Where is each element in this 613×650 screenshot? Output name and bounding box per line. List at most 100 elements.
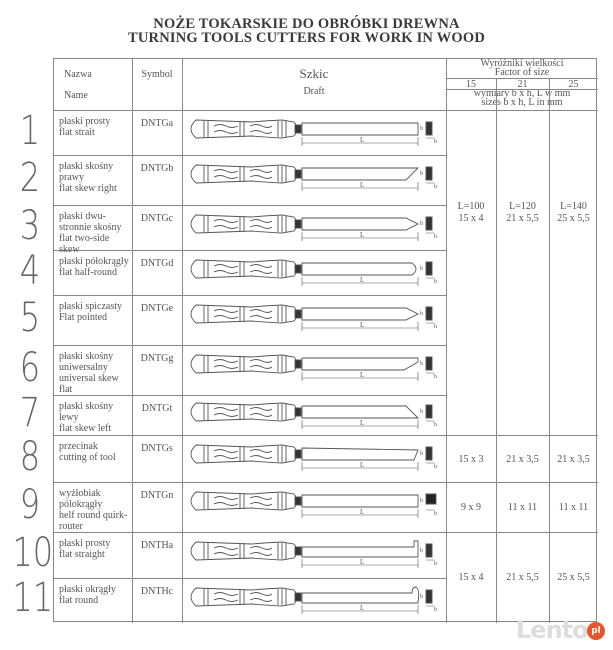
column-divider [132, 59, 133, 623]
header-dims-en: sizes b x h, L in mm [481, 97, 563, 108]
ferrule [295, 360, 301, 368]
blade-outline [302, 541, 418, 557]
ferrule [295, 220, 301, 228]
header-divider [446, 89, 598, 90]
tool-symbol: DNTGn [140, 490, 174, 501]
length-label: L [360, 558, 364, 566]
header-size-21: 21 [517, 79, 528, 90]
ferrule [295, 450, 301, 458]
tool-symbol: DNTGb [140, 163, 174, 174]
handwritten-row-number: 8 [19, 433, 41, 480]
width-label: b [420, 311, 423, 317]
header-symbol: Symbol [141, 69, 173, 80]
ferrule [295, 593, 301, 601]
tool-name: wyżłobiak pólokrągły helf round quirk-ro… [59, 488, 128, 532]
handle-outline [191, 542, 297, 560]
blade-outline [302, 448, 418, 460]
size-value-15: 9 x 9 [461, 502, 481, 513]
handwritten-row-number: 6 [19, 345, 41, 391]
height-label: h [434, 464, 437, 470]
size-value-15: 15 x 4 [458, 572, 484, 583]
title-polish: NOŻE TOKARSKIE DO OBRÓBKI DREWNA [153, 16, 460, 32]
handwritten-row-number: 10 [12, 530, 54, 576]
handle-outline [191, 445, 297, 463]
length-label: L [360, 136, 364, 144]
ferrule [295, 125, 301, 133]
wood-grain [214, 265, 272, 274]
blade-outline [302, 358, 418, 370]
ferrule [295, 408, 301, 416]
cross-section [426, 544, 432, 557]
blade-outline [302, 263, 416, 275]
width-label: b [420, 171, 423, 177]
size-value-15: 15 x 3 [458, 453, 484, 465]
header-factor-pl: Wyróżniki wielkości [480, 58, 564, 69]
tool-name: płaski skośny prawy flat skew right [59, 161, 117, 194]
wood-grain [214, 360, 272, 369]
length-label: L [360, 508, 364, 516]
length-label: L [360, 419, 364, 427]
ferrule [295, 547, 301, 555]
header-name-en: Name [64, 90, 88, 101]
handwritten-row-number: 7 [19, 390, 41, 436]
width-label: b [420, 451, 423, 457]
ferrule [295, 497, 301, 505]
height-label: h [434, 422, 437, 428]
handle-outline [191, 588, 297, 606]
height-label: h [434, 184, 437, 190]
title-english: TURNING TOOLS CUTTERS FOR WORK IN WOOD [127, 30, 486, 46]
handwritten-row-number: 5 [19, 295, 41, 341]
ferrule [295, 310, 301, 318]
cross-section [426, 262, 432, 275]
height-label: h [434, 511, 437, 517]
handle-outline [191, 260, 297, 278]
cross-section [426, 217, 432, 230]
row-divider [54, 532, 598, 533]
row-divider [54, 110, 598, 111]
row-divider [54, 345, 446, 346]
header-draft-en: Draft [303, 86, 325, 97]
height-label: h [434, 324, 437, 330]
size-value-25: 11 x 11 [558, 502, 589, 513]
column-divider [446, 59, 447, 623]
ferrule [295, 265, 301, 273]
tool-symbol: DNTGa [140, 118, 174, 129]
row-divider [54, 295, 446, 296]
tool-name: płaski półokrągły flat half-round [59, 256, 129, 278]
handle-outline [191, 215, 297, 233]
size-value-21: L=120 21 x 5,5 [506, 201, 539, 224]
wood-grain [214, 125, 272, 134]
height-label: h [434, 279, 437, 285]
tool-symbol: DNTGg [140, 353, 174, 364]
tool-name: płaski spiczasty Flat pointed [59, 301, 123, 323]
row-divider [54, 250, 446, 251]
cross-section [426, 167, 432, 180]
row-divider [54, 482, 598, 483]
cross-section [426, 122, 432, 135]
handle-outline [191, 120, 297, 138]
header-divider [446, 78, 598, 79]
height-label: h [434, 234, 437, 240]
row-divider [54, 578, 446, 579]
length-label: L [360, 181, 364, 189]
wood-grain [214, 220, 272, 229]
cross-section [426, 590, 432, 603]
header-factor-en: Factor of size [494, 67, 550, 78]
header-dims-pl: wymiary b x h, L w mm [473, 88, 571, 99]
width-label: b [420, 594, 423, 600]
size-value-25: L=140 25 x 5,5 [557, 201, 590, 224]
wood-grain [214, 170, 272, 179]
width-label: b [420, 409, 423, 415]
handwritten-row-number: 2 [19, 155, 41, 201]
size-value-21: 21 x 3,5 [506, 453, 539, 465]
header-size-25: 25 [568, 79, 579, 90]
blade-outline [302, 218, 418, 230]
column-divider [182, 59, 183, 623]
size-value-15: L=100 15 x 4 [457, 201, 485, 224]
